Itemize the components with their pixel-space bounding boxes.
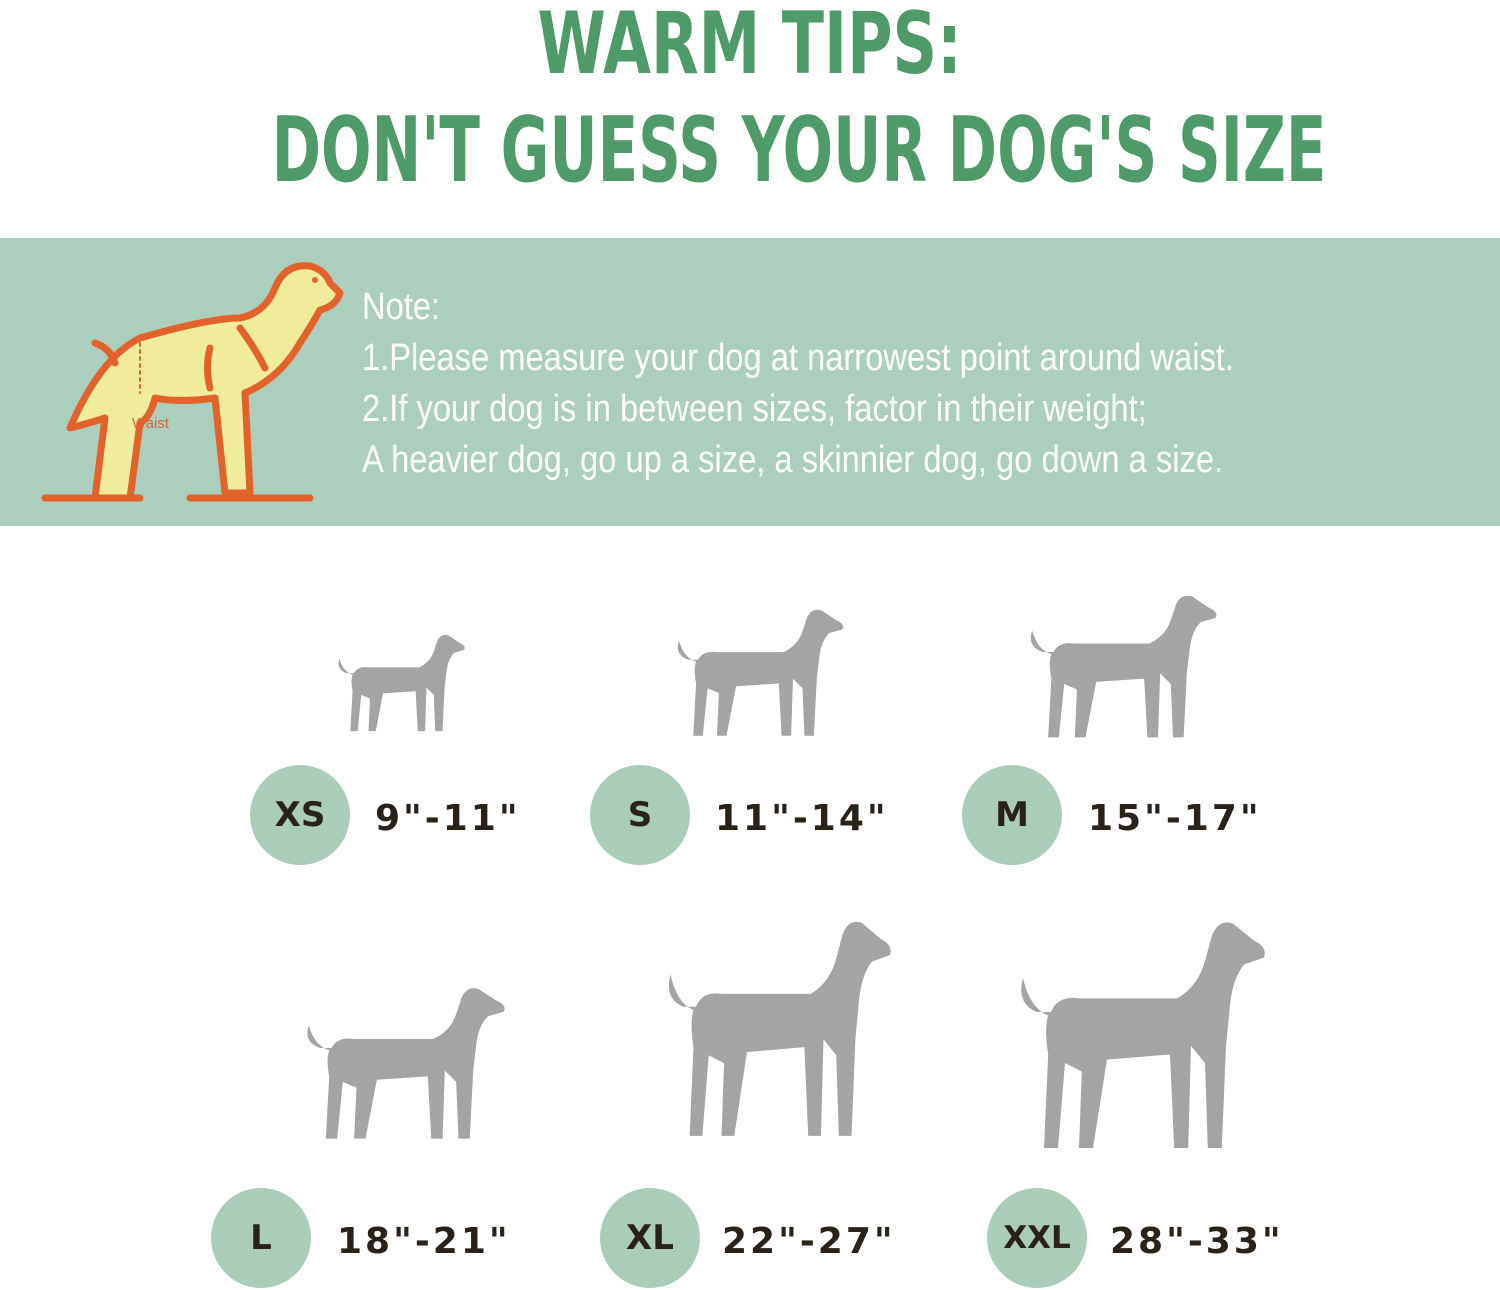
dog-silhouette-xl (668, 921, 891, 1136)
dog-silhouette-s (677, 609, 844, 736)
title-line-1: WARM TIPS: (537, 0, 963, 94)
note-line-2: 2.If your dog is in between sizes, facto… (362, 388, 1147, 430)
note-band: Waist Note: 1.Please measure your dog at… (0, 238, 1500, 526)
size-range-xxl: 28"-33" (1110, 1221, 1284, 1262)
waist-label: Waist (132, 415, 170, 432)
size-badge-xl: XL (600, 1188, 700, 1288)
size-badge-s: S (590, 765, 690, 865)
size-range-l: 18"-21" (337, 1221, 511, 1262)
size-badge-l: L (211, 1188, 311, 1288)
measuring-dog-illustration: Waist (41, 262, 344, 502)
dog-silhouette-xs (338, 634, 465, 732)
title-line-2: DON'T GUESS YOUR DOG'S SIZE (271, 98, 1327, 203)
size-range-xl: 22"-27" (722, 1221, 896, 1262)
note-line-1: 1.Please measure your dog at narrowest p… (362, 337, 1234, 379)
note-line-3: A heavier dog, go up a size, a skinnier … (362, 439, 1224, 481)
dog-silhouette-l (307, 988, 505, 1139)
size-badge-xs: XS (250, 765, 350, 865)
size-range-xs: 9"-11" (375, 798, 521, 839)
size-badge-xxl: XXL (987, 1188, 1087, 1288)
note-title: Note: (362, 286, 441, 328)
size-range-m: 15"-17" (1088, 798, 1262, 839)
dog-silhouette-m (1030, 595, 1217, 738)
size-range-s: 11"-14" (715, 798, 889, 839)
size-badge-m: M (962, 765, 1062, 865)
dog-silhouette-xxl (1021, 922, 1265, 1148)
